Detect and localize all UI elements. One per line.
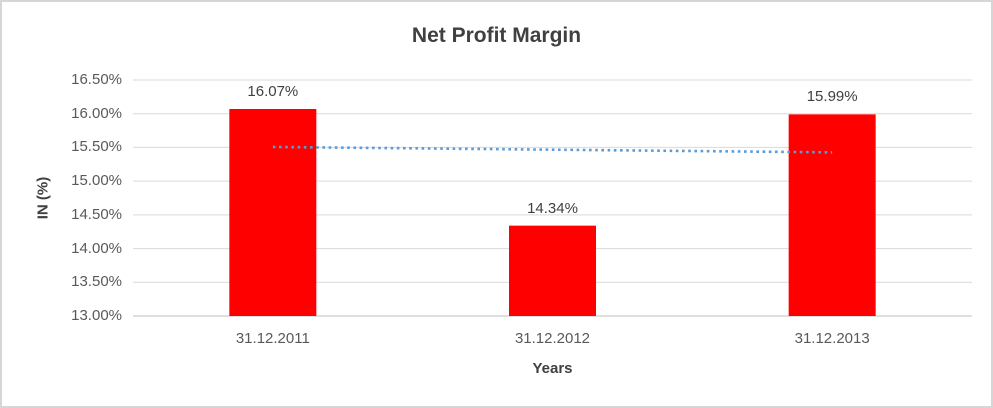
bar-31.12.2012 bbox=[509, 225, 596, 316]
y-tick-label: 16.50% bbox=[71, 71, 122, 88]
x-axis-title: Years bbox=[532, 360, 573, 377]
chart-title: Net Profit Margin bbox=[411, 24, 582, 47]
x-tick-label: 31.12.2012 bbox=[514, 330, 591, 347]
data-label: 14.34% bbox=[527, 199, 578, 217]
x-tick-label: 31.12.2011 bbox=[235, 330, 310, 347]
y-tick-label: 13.00% bbox=[71, 307, 122, 324]
y-tick-label: 15.00% bbox=[71, 172, 122, 190]
bar-31.12.2011 bbox=[229, 108, 317, 316]
data-label: 16.07% bbox=[247, 82, 299, 100]
y-tick-label: 14.50% bbox=[71, 205, 122, 223]
y-tick-label: 15.50% bbox=[71, 138, 122, 156]
y-tick-label: 16.00% bbox=[71, 104, 122, 122]
trendline bbox=[272, 145, 833, 154]
y-tick-label: 13.50% bbox=[71, 273, 122, 291]
x-tick-label: 31.12.2013 bbox=[794, 330, 870, 347]
y-tick-label: 14.00% bbox=[71, 239, 122, 257]
data-label: 15.99% bbox=[806, 88, 858, 106]
bar-31.12.2013 bbox=[788, 114, 876, 316]
